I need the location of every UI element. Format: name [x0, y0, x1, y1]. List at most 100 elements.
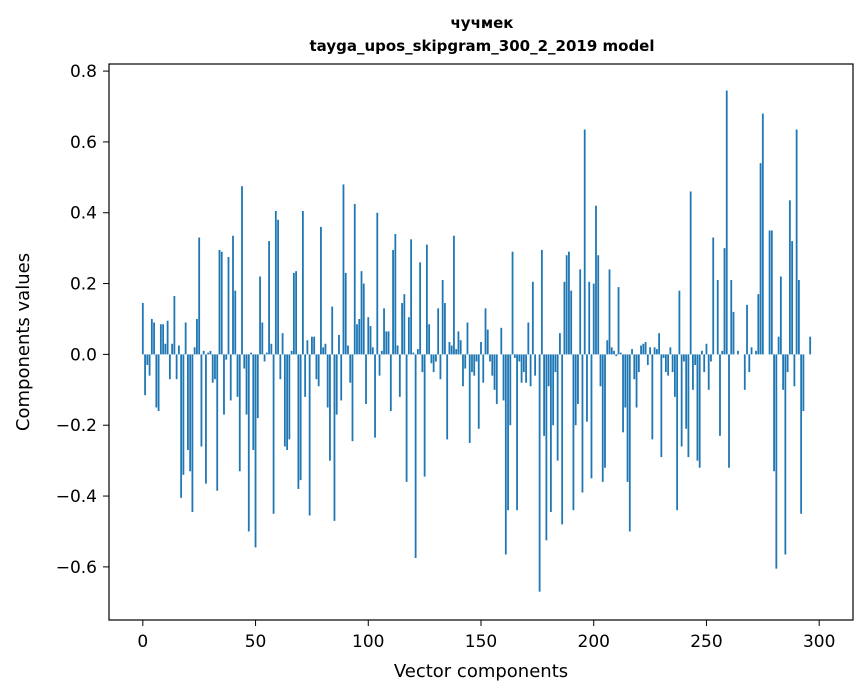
bar-237: [676, 354, 679, 511]
bar-213: [622, 354, 624, 433]
bar-188: [565, 255, 568, 355]
bar-214: [624, 354, 627, 408]
bar-27: [202, 350, 205, 355]
bar-97: [360, 271, 363, 355]
bar-178: [543, 354, 546, 436]
bar-133: [441, 280, 444, 355]
x-axis-ticks: 0 50 100 150 200 250 300: [137, 620, 835, 652]
bar-34: [218, 249, 221, 355]
bar-275: [761, 113, 764, 355]
bar-8: [159, 324, 162, 355]
bar-157: [495, 354, 498, 404]
bar-33: [216, 354, 219, 491]
bar-170: [525, 354, 527, 383]
bar-186: [561, 354, 564, 525]
bar-234: [669, 347, 672, 355]
bar-181: [549, 354, 552, 512]
bar-173: [531, 281, 534, 355]
bar-92: [349, 354, 352, 383]
bar-104: [376, 212, 379, 355]
bar-131: [437, 308, 440, 355]
bar-282: [777, 336, 780, 355]
bar-198: [588, 281, 591, 355]
x-tick-label: 250: [690, 632, 722, 652]
bar-195: [581, 354, 584, 493]
bar-163: [509, 354, 512, 426]
bar-247: [698, 354, 701, 468]
bar-57: [270, 343, 273, 355]
bar-24: [196, 318, 198, 355]
bar-248: [701, 350, 703, 355]
bar-62: [281, 333, 284, 355]
bar-12: [168, 354, 171, 380]
bar-286: [786, 354, 789, 373]
bar-59: [274, 210, 277, 355]
bar-20: [187, 354, 189, 451]
bar-245: [694, 354, 697, 366]
bar-52: [259, 276, 261, 355]
bar-169: [522, 354, 525, 373]
bar-278: [768, 230, 771, 355]
bar-7: [157, 354, 160, 412]
bar-205: [604, 354, 606, 468]
bar-120: [412, 352, 415, 355]
bar-105: [378, 354, 381, 376]
bar-113: [396, 345, 399, 355]
bar-203: [599, 354, 602, 387]
bar-14: [173, 295, 176, 355]
bar-102: [371, 347, 374, 355]
bar-73: [306, 340, 309, 355]
bar-94: [353, 203, 356, 355]
bar-154: [489, 354, 491, 362]
bar-45: [243, 354, 246, 369]
bar-16: [177, 345, 180, 355]
y-tick-label: 0.6: [70, 133, 97, 153]
bar-180: [547, 354, 550, 387]
bar-293: [802, 354, 805, 412]
bar-273: [757, 294, 760, 355]
bar-197: [586, 354, 588, 422]
bar-290: [795, 129, 798, 355]
bar-284: [782, 354, 785, 390]
bar-137: [450, 345, 453, 355]
bar-19: [184, 322, 187, 355]
bar-30: [209, 350, 212, 355]
bar-70: [299, 354, 302, 481]
bar-259: [725, 90, 728, 355]
bar-50: [254, 354, 257, 548]
bar-219: [635, 354, 638, 408]
bar-136: [448, 342, 451, 355]
bar-83: [329, 354, 331, 461]
bar-171: [527, 322, 530, 355]
bar-152: [484, 308, 487, 355]
bar-38: [227, 257, 230, 355]
bar-82: [326, 354, 329, 408]
bar-0: [141, 303, 144, 355]
bar-296: [809, 336, 812, 355]
bar-147: [473, 354, 476, 376]
bar-124: [421, 354, 424, 373]
x-axis-label: Vector components: [394, 661, 568, 682]
bar-182: [552, 354, 555, 426]
bar-187: [563, 281, 566, 355]
bar-23: [193, 347, 196, 355]
bar-36: [223, 354, 225, 415]
bar-141: [459, 340, 462, 355]
bar-99: [365, 354, 367, 404]
bar-142: [462, 354, 464, 387]
bar-230: [660, 354, 663, 458]
bar-274: [759, 163, 762, 355]
bar-220: [637, 354, 640, 373]
bar-215: [626, 354, 629, 482]
bar-216: [628, 354, 631, 532]
bar-81: [324, 343, 327, 355]
bar-226: [651, 354, 654, 440]
bar-4: [150, 318, 153, 355]
bar-118: [407, 317, 410, 355]
bar-90: [344, 272, 347, 355]
bar-49: [252, 354, 255, 451]
bar-5: [153, 322, 155, 355]
bar-18: [182, 354, 185, 475]
bar-189: [568, 251, 570, 355]
bar-106: [380, 350, 383, 355]
